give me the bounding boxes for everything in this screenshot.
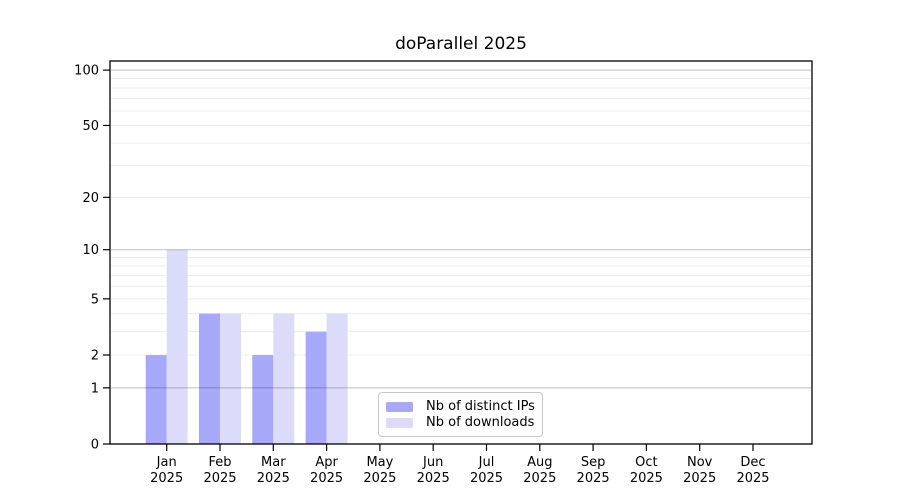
y-tick-label-5: 5 — [91, 292, 99, 307]
x-tick-label-year-sep: 2025 — [577, 471, 610, 486]
x-tick-label-month-jul: Jul — [478, 455, 495, 470]
x-tick-label-month-may: May — [366, 455, 393, 470]
legend-swatch-downloads — [386, 417, 413, 428]
legend-label-downloads: Nb of downloads — [426, 415, 535, 430]
plot-border — [109, 60, 813, 445]
x-tick-label-year-nov: 2025 — [683, 471, 716, 486]
y-tick-label-100: 100 — [74, 64, 99, 79]
y-tick-label-10: 10 — [82, 243, 99, 258]
x-tick-label-month-oct: Oct — [635, 455, 657, 470]
bar-distinct-ips-jan — [145, 354, 167, 444]
x-tick-label-year-feb: 2025 — [203, 471, 236, 486]
legend-item-distinct-ips: Nb of distinct IPs — [386, 399, 535, 414]
legend-swatch-distinct-ips — [386, 401, 413, 412]
bar-downloads-feb — [220, 313, 241, 444]
x-tick-label-month-nov: Nov — [687, 455, 713, 470]
x-tick-label-year-jan: 2025 — [150, 471, 183, 486]
x-tick-label-month-mar: Mar — [261, 455, 286, 470]
x-tick-label-month-feb: Feb — [208, 455, 231, 470]
bar-distinct-ips-feb — [199, 313, 220, 444]
x-tick-label-year-dec: 2025 — [736, 471, 769, 486]
x-tick-label-year-may: 2025 — [363, 471, 396, 486]
x-tick-label-month-sep: Sep — [581, 455, 606, 470]
x-tick-label-year-jul: 2025 — [470, 471, 503, 486]
x-tick-label-month-jan: Jan — [156, 455, 177, 470]
y-tick-label-20: 20 — [82, 191, 99, 206]
bar-downloads-apr — [326, 313, 348, 444]
x-tick-label-month-apr: Apr — [315, 455, 338, 470]
y-tick-label-1: 1 — [91, 381, 99, 396]
y-tick-label-0: 0 — [91, 438, 99, 453]
x-tick-label-year-jun: 2025 — [417, 471, 450, 486]
x-tick-label-year-aug: 2025 — [523, 471, 556, 486]
legend-item-downloads: Nb of downloads — [386, 415, 534, 430]
bar-distinct-ips-mar — [252, 354, 274, 444]
y-tick-label-50: 50 — [82, 119, 99, 134]
legend: Nb of distinct IPs Nb of downloads — [378, 392, 543, 437]
chart-title: doParallel 2025 — [395, 34, 527, 54]
y-tick-label-2: 2 — [91, 348, 99, 363]
legend-label-distinct-ips: Nb of distinct IPs — [426, 399, 535, 414]
x-tick-label-month-dec: Dec — [740, 455, 765, 470]
x-tick-label-year-oct: 2025 — [630, 471, 663, 486]
x-tick-label-month-aug: Aug — [527, 455, 552, 470]
x-tick-label-year-mar: 2025 — [257, 471, 290, 486]
x-tick-label-year-apr: 2025 — [310, 471, 343, 486]
bar-downloads-mar — [273, 313, 295, 444]
bar-distinct-ips-apr — [305, 331, 327, 444]
x-tick-label-month-jun: Jun — [422, 455, 443, 470]
bar-downloads-jan — [166, 249, 188, 444]
